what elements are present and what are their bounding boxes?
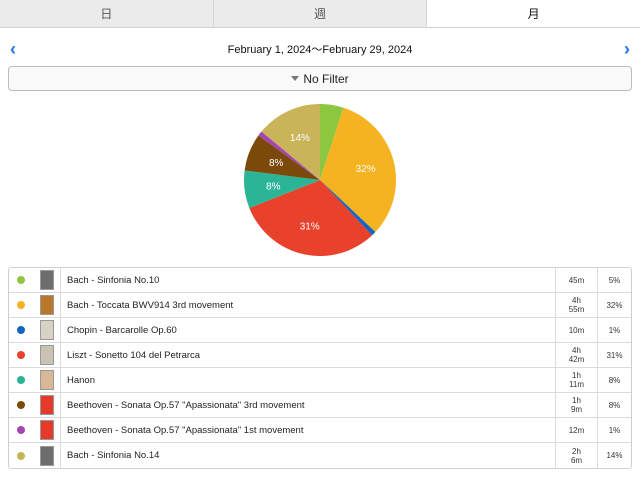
- table-row[interactable]: Beethoven - Sonata Op.57 "Apassionata" 1…: [9, 418, 631, 443]
- thumbnail-cell: [33, 418, 61, 442]
- pie-slice: [258, 131, 320, 180]
- table-row[interactable]: Beethoven - Sonata Op.57 "Apassionata" 3…: [9, 393, 631, 418]
- piece-table: Bach - Sinfonia No.10 45m 5% Bach - Tocc…: [8, 267, 632, 469]
- pie-slice-label: 31%: [300, 221, 320, 232]
- piece-title: Beethoven - Sonata Op.57 "Apassionata" 1…: [67, 424, 304, 436]
- pie-slice: [320, 180, 376, 236]
- color-dot-icon: [17, 426, 25, 434]
- pie-slice: [320, 104, 344, 180]
- piece-title: Liszt - Sonetto 104 del Petrarca: [67, 349, 201, 361]
- color-dot-cell: [9, 401, 33, 409]
- practice-percent: 32%: [597, 293, 631, 317]
- piece-title: Hanon: [67, 374, 95, 386]
- piece-title: Bach - Sinfonia No.10: [67, 274, 160, 286]
- dropdown-triangle-icon: [291, 76, 300, 81]
- pie-slice: [244, 170, 320, 208]
- table-row[interactable]: Bach - Toccata BWV914 3rd movement 4h 55…: [9, 293, 631, 318]
- sheet-thumbnail: [39, 320, 54, 340]
- practice-percent: 1%: [597, 418, 631, 442]
- tab-day[interactable]: 日: [0, 0, 214, 27]
- color-dot-icon: [17, 401, 25, 409]
- tab-week[interactable]: 週: [214, 0, 428, 27]
- color-dot-icon: [17, 301, 25, 309]
- practice-time: 4h 42m: [555, 343, 597, 367]
- practice-percent: 8%: [597, 393, 631, 417]
- color-dot-cell: [9, 426, 33, 434]
- sheet-thumbnail: [39, 370, 54, 390]
- sheet-thumbnail: [39, 420, 54, 440]
- thumbnail-cell: [33, 268, 61, 292]
- pie-slice: [249, 180, 373, 256]
- piece-title: Chopin - Barcarolle Op.60: [67, 324, 177, 336]
- date-range-label: February 1, 2024～February 29, 2024: [227, 44, 413, 56]
- sheet-thumbnail: [39, 445, 54, 466]
- color-dot-cell: [9, 326, 33, 334]
- filter-label: No Filter: [303, 71, 349, 86]
- color-dot-icon: [17, 326, 25, 334]
- practice-time: 1h 9m: [555, 393, 597, 417]
- color-dot-icon: [17, 376, 25, 384]
- pie-slice: [261, 104, 320, 180]
- filter-dropdown[interactable]: No Filter: [8, 66, 632, 91]
- thumbnail-cell: [33, 368, 61, 392]
- practice-percent: 5%: [597, 268, 631, 292]
- practice-time: 2h 6m: [555, 443, 597, 468]
- practice-time: 12m: [555, 418, 597, 442]
- thumbnail-cell: [33, 393, 61, 417]
- color-dot-cell: [9, 301, 33, 309]
- practice-percent: 14%: [597, 443, 631, 468]
- practice-percent: 1%: [597, 318, 631, 342]
- piece-title: Beethoven - Sonata Op.57 "Apassionata" 3…: [67, 399, 305, 411]
- color-dot-cell: [9, 376, 33, 384]
- chevron-left-icon[interactable]: ‹: [10, 38, 16, 59]
- sheet-thumbnail: [39, 395, 54, 415]
- thumbnail-cell: [33, 443, 61, 468]
- table-row[interactable]: Hanon 1h 11m 8%: [9, 368, 631, 393]
- practice-time: 10m: [555, 318, 597, 342]
- pie-slice-label: 32%: [356, 164, 376, 175]
- table-row[interactable]: Liszt - Sonetto 104 del Petrarca 4h 42m …: [9, 343, 631, 368]
- pie-chart: 32% 31% 8% 8% 14%: [244, 104, 396, 256]
- practice-time: 45m: [555, 268, 597, 292]
- practice-time: 4h 55m: [555, 293, 597, 317]
- piece-title: Bach - Sinfonia No.14: [67, 450, 160, 461]
- color-dot-icon: [17, 451, 25, 460]
- chevron-right-icon[interactable]: ›: [624, 38, 630, 59]
- date-navigation: ‹ February 1, 2024～February 29, 2024 ›: [0, 38, 640, 60]
- thumbnail-cell: [33, 293, 61, 317]
- piece-title: Bach - Toccata BWV914 3rd movement: [67, 299, 234, 311]
- pie-slice: [244, 135, 320, 180]
- thumbnail-cell: [33, 343, 61, 367]
- pie-slice-label: 8%: [266, 181, 281, 192]
- color-dot-cell: [9, 451, 33, 460]
- sheet-thumbnail: [39, 345, 54, 365]
- period-tabs: 日 週 月: [0, 0, 640, 28]
- table-row[interactable]: Bach - Sinfonia No.14 2h 6m 14%: [9, 443, 631, 468]
- pie-slice: [320, 107, 396, 233]
- color-dot-cell: [9, 351, 33, 359]
- sheet-thumbnail: [39, 295, 54, 315]
- color-dot-icon: [17, 351, 25, 359]
- pie-slice-label: 8%: [269, 158, 284, 169]
- practice-percent: 31%: [597, 343, 631, 367]
- color-dot-icon: [17, 276, 25, 284]
- pie-slice-label: 14%: [290, 133, 310, 144]
- practice-percent: 8%: [597, 368, 631, 392]
- tab-month[interactable]: 月: [427, 0, 640, 27]
- table-row[interactable]: Chopin - Barcarolle Op.60 10m 1%: [9, 318, 631, 343]
- sheet-thumbnail: [39, 270, 54, 290]
- color-dot-cell: [9, 276, 33, 284]
- thumbnail-cell: [33, 318, 61, 342]
- table-row[interactable]: Bach - Sinfonia No.10 45m 5%: [9, 268, 631, 293]
- practice-time: 1h 11m: [555, 368, 597, 392]
